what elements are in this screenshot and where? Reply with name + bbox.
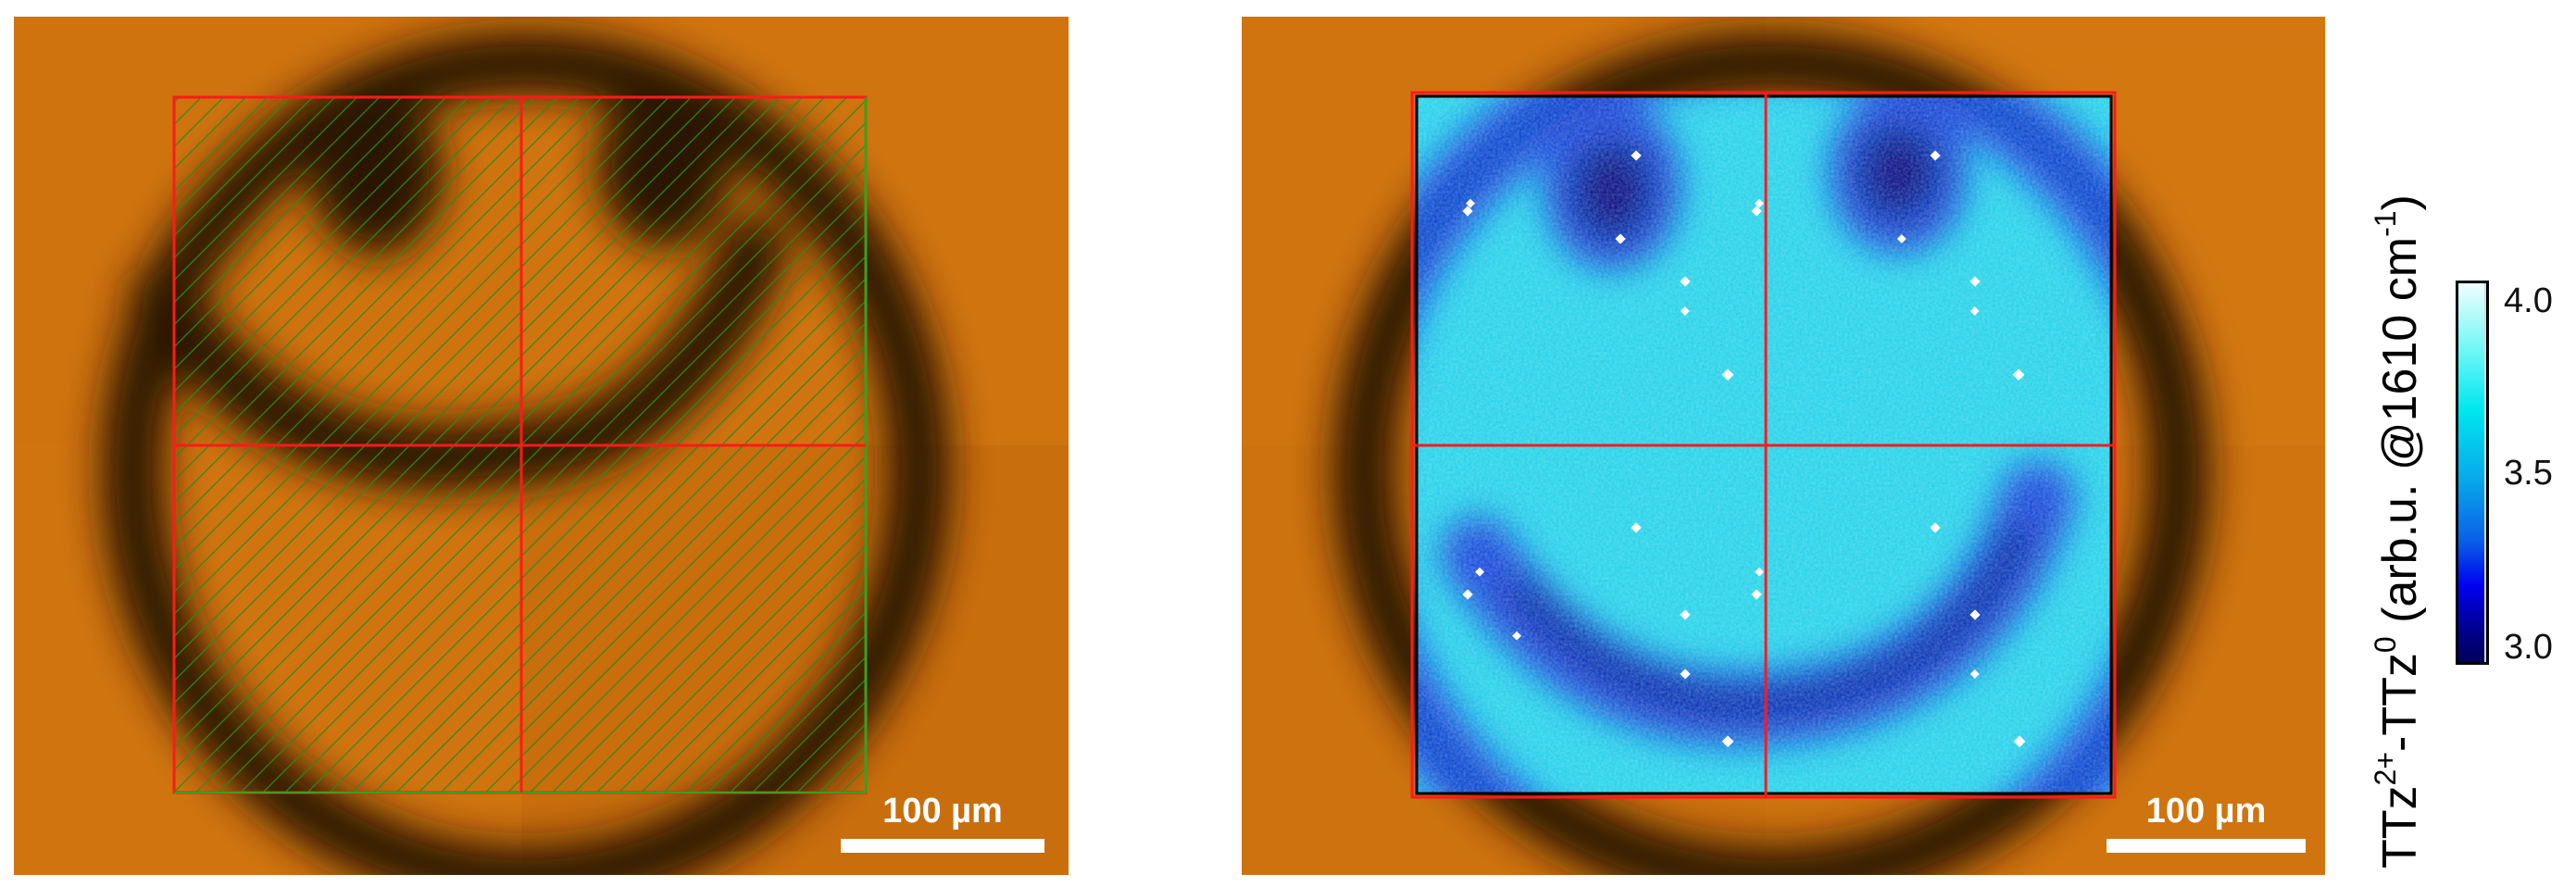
colorbar-label: TTz2+-TTz0 (arb.u. @1610 cm-1) bbox=[2369, 194, 2428, 868]
label-part: TTz bbox=[2373, 785, 2427, 868]
label-part: -TTz bbox=[2373, 653, 2427, 752]
colorbar-tick-min: 3.0 bbox=[2504, 628, 2553, 667]
scalebar-right: 100 µm bbox=[2107, 791, 2306, 853]
scalebar-bar bbox=[841, 839, 1044, 853]
label-part: (arb.u. @1610 cm bbox=[2373, 236, 2427, 637]
label-part: ) bbox=[2373, 194, 2427, 211]
label-superscript: 0 bbox=[2369, 636, 2402, 654]
scalebar-label: 100 µm bbox=[2145, 792, 2267, 831]
colorbar: 4.0 3.5 3.0 bbox=[2456, 281, 2567, 669]
colorbar-tick-mid: 3.5 bbox=[2504, 454, 2553, 493]
label-superscript: -1 bbox=[2369, 210, 2402, 237]
optical-micrograph-image bbox=[14, 17, 1069, 875]
label-superscript: 2+ bbox=[2369, 751, 2402, 786]
optical-micrograph-panel: 100 µm bbox=[14, 17, 1069, 875]
scalebar-left: 100 µm bbox=[841, 791, 1044, 853]
ir-map-image bbox=[1242, 17, 2325, 875]
bright-pixels bbox=[1462, 150, 2026, 748]
colorbar-tick-max: 4.0 bbox=[2504, 281, 2553, 320]
colorbar-gradient bbox=[2456, 281, 2489, 665]
ir-map-panel: 100 µm bbox=[1242, 17, 2325, 875]
scalebar-label: 100 µm bbox=[882, 792, 1003, 831]
ir-intensity-map bbox=[1417, 96, 2111, 793]
scalebar-bar bbox=[2107, 839, 2306, 853]
